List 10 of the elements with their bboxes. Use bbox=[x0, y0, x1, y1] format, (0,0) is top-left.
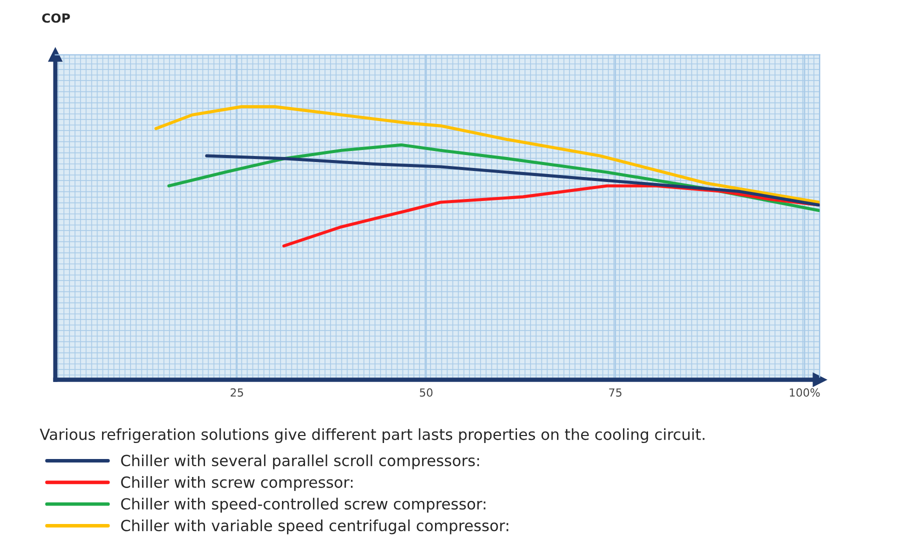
legend-label: Chiller with several parallel scroll compressors: bbox=[121, 454, 479, 470]
legend-label: Chiller with speed-controlled screw compressor: bbox=[121, 498, 486, 513]
x-tick-label: 25 bbox=[230, 388, 244, 397]
legend-label: Chiller with variable speed centrifugal compressor: bbox=[121, 519, 508, 534]
x-tick-label: 75 bbox=[609, 388, 622, 397]
legend-label: Chiller with screw compressor: bbox=[121, 476, 353, 491]
x-tick-label: 50 bbox=[420, 388, 432, 397]
text: COP bbox=[42, 13, 70, 23]
x-tick-label: 100% bbox=[790, 388, 820, 397]
text: Various refrigeration solutions give different part lasts properties on the cooling circuit. bbox=[40, 428, 704, 444]
